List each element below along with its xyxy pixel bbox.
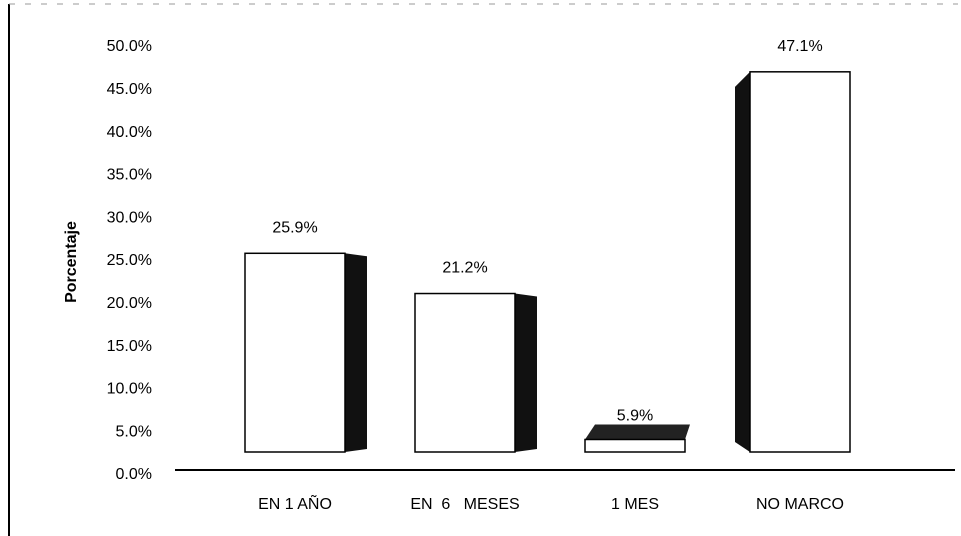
bar bbox=[414, 292, 516, 453]
bar-side bbox=[735, 71, 750, 452]
x-tick-label: EN 6 MESES bbox=[410, 496, 519, 513]
bar-side bbox=[515, 293, 537, 452]
y-tick-label: 35.0% bbox=[107, 167, 152, 184]
x-tick-label: NO MARCO bbox=[756, 496, 844, 513]
y-tick-label: 0.0% bbox=[116, 466, 152, 483]
y-tick-label: 15.0% bbox=[107, 338, 152, 355]
y-tick-label: 45.0% bbox=[107, 81, 152, 98]
y-tick-label: 30.0% bbox=[107, 209, 152, 226]
x-tick-label: 1 MES bbox=[611, 496, 659, 513]
bar bbox=[749, 71, 851, 453]
y-tick-label: 10.0% bbox=[107, 381, 152, 398]
data-label: 5.9% bbox=[617, 408, 653, 425]
y-tick-label: 5.0% bbox=[116, 423, 152, 440]
bar-top bbox=[585, 424, 690, 440]
bar bbox=[244, 252, 346, 453]
x-tick-label: EN 1 AÑO bbox=[258, 493, 332, 513]
y-axis-label: Porcentaje bbox=[63, 221, 80, 303]
y-tick-label: 40.0% bbox=[107, 124, 152, 141]
data-label: 47.1% bbox=[777, 38, 822, 55]
data-label: 25.9% bbox=[272, 220, 317, 237]
y-tick-label: 25.0% bbox=[107, 252, 152, 269]
y-tick-label: 20.0% bbox=[107, 295, 152, 312]
data-label: 21.2% bbox=[442, 260, 487, 277]
bar bbox=[584, 438, 686, 453]
y-tick-label: 50.0% bbox=[107, 38, 152, 55]
bar-side bbox=[345, 253, 367, 452]
